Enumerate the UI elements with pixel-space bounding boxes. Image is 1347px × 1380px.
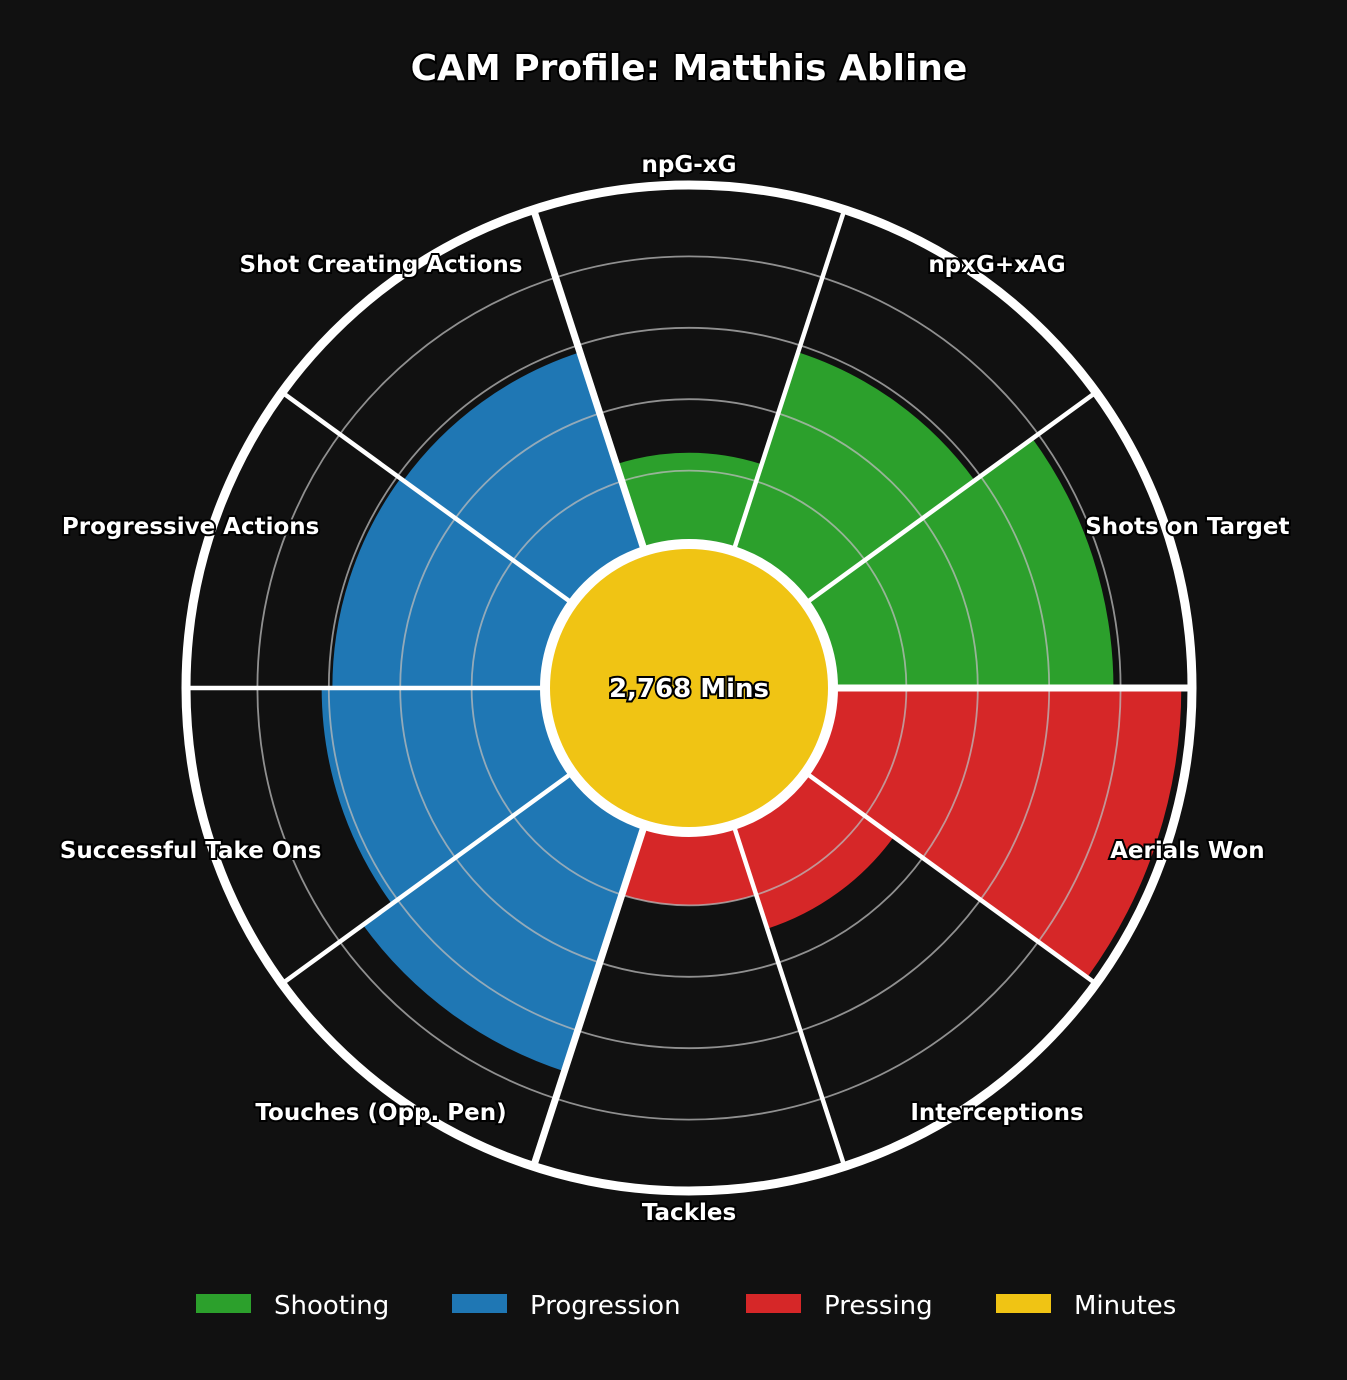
legend-label-shooting: Shooting [274, 1291, 389, 1321]
spoke-line-6 [530, 825, 648, 1168]
legend-label-minutes: Minutes [1074, 1291, 1176, 1321]
legend: Shooting Progression Pressing Minutes [196, 1291, 1176, 1321]
legend-swatch-pressing [746, 1294, 801, 1313]
spoke-line-0 [530, 208, 648, 551]
category-label-successful-take-ons: Successful Take Ons [60, 838, 322, 864]
legend-swatch-shooting [196, 1294, 251, 1313]
wedge-layer [321, 352, 1182, 1072]
category-label-aerials-won: Aerials Won [1110, 838, 1264, 864]
wedge-aerials-won [807, 688, 1182, 978]
center-layer: 2,768 Mins [540, 539, 838, 837]
separator-layer [186, 208, 1192, 1168]
category-label-npxg-xag: npxG+xAG [928, 252, 1065, 278]
legend-label-progression: Progression [530, 1291, 681, 1321]
wedge-npxg-xag [734, 352, 975, 603]
minutes-center-circle [540, 539, 838, 837]
category-label-interceptions: Interceptions [910, 1100, 1083, 1126]
wedge-touches-opp-pen [362, 773, 644, 1072]
category-label-shots-on-target: Shots on Target [1085, 514, 1289, 540]
outer-ring-layer [181, 180, 1197, 1196]
category-labels: npG-xG npxG+xAG Shots on Target Aerials Won… [58, 150, 1292, 1228]
category-label-progressive-actions: Progressive Actions [62, 514, 319, 540]
spoke-line-2 [805, 390, 1098, 605]
spoke-line-1 [731, 208, 847, 550]
spoke-line-4 [805, 771, 1098, 986]
wedge-shots-on-target [807, 438, 1114, 688]
chart-title: CAM Profile: Matthis Abline [411, 48, 968, 89]
wedge-interceptions [734, 773, 894, 929]
legend-swatch-progression [452, 1294, 507, 1313]
wedge-successful-take-ons [321, 688, 571, 904]
legend-swatch-minutes [996, 1294, 1051, 1313]
outer-ring [181, 180, 1197, 1196]
minutes-label: 2,768 Mins [609, 674, 769, 704]
wedge-progressive-actions [332, 478, 571, 688]
wedge-shot-creating-actions [403, 352, 644, 603]
category-label-touches-opp-pen: Touches (Opp. Pen) [255, 1100, 506, 1126]
wedge-npg-xg [616, 452, 762, 550]
legend-label-pressing: Pressing [824, 1291, 933, 1321]
spoke-line-9 [280, 390, 573, 605]
spoke-line-7 [280, 771, 573, 986]
category-label-shot-creating-actions: Shot Creating Actions [240, 252, 523, 278]
wedge-tackles [621, 826, 757, 906]
category-label-tackles: Tackles [642, 1200, 736, 1226]
category-label-npg-xg: npG-xG [642, 152, 737, 178]
spoke-line-5 [731, 826, 847, 1168]
